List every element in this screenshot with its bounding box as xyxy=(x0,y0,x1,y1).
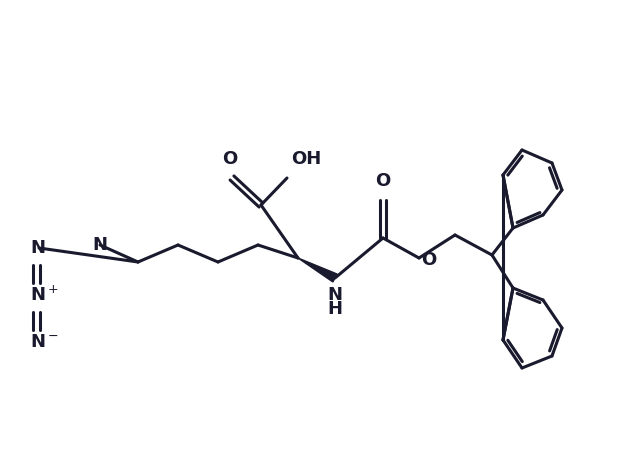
Text: O: O xyxy=(376,172,390,190)
Polygon shape xyxy=(298,258,337,282)
Text: N$^-$: N$^-$ xyxy=(30,333,59,351)
Text: N: N xyxy=(30,239,45,257)
Text: N: N xyxy=(328,286,342,304)
Text: N$^+$: N$^+$ xyxy=(30,285,59,305)
Text: H: H xyxy=(328,300,342,318)
Text: O: O xyxy=(421,251,436,269)
Text: OH: OH xyxy=(291,150,321,168)
Text: N: N xyxy=(93,236,108,254)
Text: O: O xyxy=(222,150,237,168)
